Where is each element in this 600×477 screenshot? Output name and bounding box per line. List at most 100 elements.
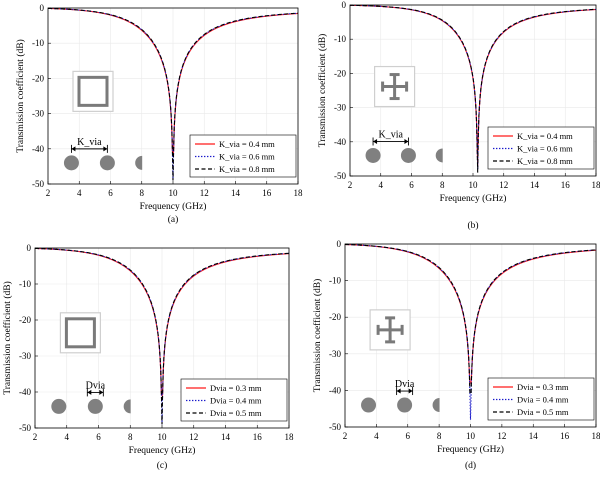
x-tick-label: 12: [189, 432, 198, 442]
x-axis-label: Frequency (GHz): [437, 444, 504, 455]
x-tick-label: 14: [231, 188, 241, 198]
legend-entry: K_via = 0.6 mm: [219, 152, 275, 162]
legend: K_via = 0.4 mm K_via = 0.6 mm K_via = 0.8 …: [487, 126, 595, 170]
arrowhead-right: [99, 389, 104, 395]
x-tick-label: 16: [560, 431, 570, 441]
x-tick-label: 8: [437, 431, 442, 441]
panel-b: 2 4 6 8 10 12 14 16 18 0 -10 -20 -30 -40 -50 Frequency …: [317, 0, 600, 231]
panel-caption: (c): [157, 460, 168, 471]
x-tick-label: 6: [96, 432, 101, 442]
arrowhead-left: [87, 389, 92, 395]
legend-entry: Dvia = 0.3 mm: [517, 382, 569, 392]
square-loop-icon: [64, 317, 96, 349]
y-axis-label: Transmission coefficient (dB): [317, 34, 328, 147]
x-tick-label: 8: [140, 188, 145, 198]
series-line-3: [345, 244, 596, 396]
legend-entry: K_via = 0.4 mm: [219, 139, 275, 149]
x-tick-label: 8: [128, 432, 133, 442]
x-tick-label: 18: [285, 432, 295, 442]
dimension-label: Dvia: [86, 380, 106, 391]
y-tick-label: -30: [19, 351, 31, 361]
dimension-arrow: [372, 137, 409, 146]
x-tick-label: 4: [77, 188, 82, 198]
arrowhead-right: [404, 138, 409, 144]
y-tick-label: -50: [334, 171, 346, 181]
dimension-label: K_via: [379, 129, 404, 140]
via-circle: [400, 147, 416, 163]
y-tick-label: -20: [334, 68, 346, 78]
legend-entry: Dvia = 0.5 mm: [517, 407, 569, 417]
legend-entry: Dvia = 0.3 mm: [210, 383, 262, 393]
y-tick-label: -40: [329, 385, 341, 395]
panel-caption: (d): [465, 460, 476, 471]
series-line-3: [35, 248, 289, 425]
x-tick-label: 4: [379, 180, 384, 190]
legend-entry: K_via = 0.4 mm: [517, 131, 573, 141]
x-tick-label: 6: [406, 431, 411, 441]
arrowhead-left: [396, 388, 401, 394]
legend-entry: K_via = 0.8 mm: [517, 156, 573, 166]
y-tick-label: -30: [334, 103, 346, 113]
legend-entry: K_via = 0.8 mm: [219, 164, 275, 174]
x-tick-label: 18: [294, 188, 304, 198]
via-circle: [99, 155, 115, 171]
x-tick-label: 18: [592, 431, 600, 441]
via-circle-partial: [123, 399, 131, 414]
y-tick-label: 0: [40, 3, 45, 13]
arrowhead-left: [373, 138, 378, 144]
via-circle-partial: [435, 148, 443, 163]
series-line-3: [48, 8, 298, 181]
x-tick-label: 2: [343, 431, 348, 441]
via-circle: [87, 398, 103, 414]
y-tick-label: -30: [329, 349, 341, 359]
x-axis-label: Frequency (GHz): [129, 445, 196, 456]
square-loop-icon: [77, 75, 109, 107]
x-tick-label: 2: [46, 188, 51, 198]
x-tick-label: 10: [158, 432, 168, 442]
panel-c: 2 4 6 8 10 12 14 16 18 0 -10 -20 -30 -40 -50 Frequency …: [2, 243, 294, 471]
legend-entry: Dvia = 0.4 mm: [210, 396, 262, 406]
arrowhead-right: [103, 146, 108, 152]
x-tick-label: 14: [529, 431, 539, 441]
x-tick-label: 12: [499, 180, 508, 190]
via-circle-partial: [135, 155, 143, 170]
dimension-arrow: [396, 387, 414, 396]
panel-caption: (a): [168, 214, 179, 225]
y-tick-label: -30: [32, 109, 44, 119]
legend-entry: Dvia = 0.5 mm: [210, 408, 262, 418]
x-tick-label: 16: [262, 188, 272, 198]
via-circle: [397, 397, 413, 413]
plot-area-border: [47, 7, 299, 185]
y-tick-label: -50: [329, 422, 341, 432]
y-tick-label: -20: [329, 312, 341, 322]
legend-entry: Dvia = 0.4 mm: [517, 395, 569, 405]
series-line-2: [350, 5, 596, 170]
dimension-label: Dvia: [395, 379, 415, 390]
dimension-arrow: [70, 144, 108, 153]
via-circle-partial: [432, 398, 440, 413]
legend: Dvia = 0.3 mm Dvia = 0.4 mm Dvia = 0.5 mm: [180, 378, 288, 422]
x-tick-label: 6: [409, 180, 414, 190]
panel-a: 2 4 6 8 10 12 14 16 18 0 -10 -20 -30 -40 -50 Frequency …: [15, 3, 303, 225]
plot-area-border: [349, 4, 597, 177]
x-tick-label: 2: [33, 432, 38, 442]
y-axis-label: Transmission coefficient (dB): [2, 281, 13, 394]
dimension-label: K_via: [77, 137, 102, 148]
x-tick-label: 14: [530, 180, 540, 190]
x-tick-label: 10: [469, 180, 479, 190]
y-axis-label: Transmission coefficient (dB): [15, 39, 26, 152]
series-line-3: [350, 5, 596, 173]
x-tick-label: 12: [200, 188, 209, 198]
y-tick-label: -40: [19, 387, 31, 397]
panel-d: 2 4 6 8 10 12 14 16 18 0 -10 -20 -30 -40 -50 Frequency …: [312, 239, 600, 471]
y-tick-label: 0: [342, 0, 347, 10]
plot-area-border: [344, 243, 597, 428]
x-tick-label: 12: [497, 431, 506, 441]
via-circle: [361, 397, 377, 413]
x-axis-label: Frequency (GHz): [140, 201, 207, 212]
legend: K_via = 0.4 mm K_via = 0.6 mm K_via = 0.8 …: [189, 134, 297, 178]
arrowhead-left: [71, 146, 76, 152]
x-tick-label: 4: [65, 432, 70, 442]
plot-area-border: [34, 247, 290, 429]
